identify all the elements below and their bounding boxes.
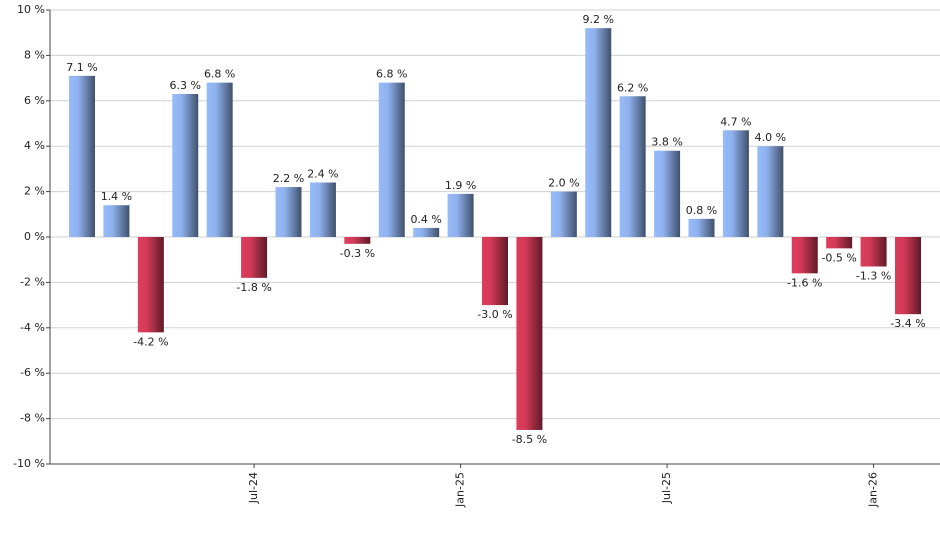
x-tick-label: Jan-26 [867,472,880,508]
bar [137,237,164,333]
value-label: 3.8 % [651,136,682,149]
y-tick-label: -8 % [20,412,45,425]
bar [688,218,715,237]
bar [172,93,199,238]
value-label: -1.6 % [787,276,822,289]
value-label: -1.3 % [856,270,891,283]
y-tick-label: -2 % [20,275,45,288]
y-tick-label: 6 % [24,94,45,107]
bar [309,182,336,237]
value-label: 6.3 % [170,79,201,92]
bar [241,237,268,278]
x-tick-label: Jan-25 [454,472,467,508]
bar [550,191,577,237]
bar [413,227,440,237]
bar [791,237,818,274]
value-label: -3.0 % [477,308,512,321]
bar [275,187,302,237]
y-tick-label: 0 % [24,230,45,243]
value-label: -8.5 % [512,433,547,446]
y-tick-label: 2 % [24,185,45,198]
y-tick-label: -10 % [13,457,45,470]
x-tick-label: Jul-24 [247,472,260,504]
bar [344,237,371,244]
value-label: 1.4 % [101,190,132,203]
bar [895,237,921,315]
value-label: 0.8 % [686,204,717,217]
y-tick-label: -4 % [20,321,45,334]
y-tick-label: 4 % [24,139,45,152]
bar [860,237,887,267]
value-label: -0.3 % [340,247,375,260]
bar [482,237,508,306]
value-label: 4.0 % [755,131,786,144]
value-label: -4.2 % [133,335,168,348]
bar [103,205,130,237]
value-label: 2.4 % [307,168,338,181]
bar [722,130,749,237]
bar [757,146,784,237]
bar [206,82,233,237]
value-label: 6.8 % [204,68,235,81]
y-tick-label: 10 % [17,3,45,16]
value-label: 6.2 % [617,81,648,94]
value-label: 9.2 % [583,13,614,26]
value-label: -3.4 % [890,317,925,330]
value-label: 1.9 % [445,179,476,192]
value-label: 7.1 % [66,61,97,74]
value-label: 6.8 % [376,68,407,81]
x-tick-label: Jul-25 [660,472,673,504]
bar [378,82,405,237]
bar [447,193,474,237]
value-label: 2.0 % [548,177,579,190]
bar [516,237,543,430]
bar [69,75,95,237]
value-label: -1.8 % [236,281,271,294]
value-label: 0.4 % [410,213,441,226]
value-label: -0.5 % [821,251,856,264]
y-tick-label: 8 % [24,48,45,61]
y-tick-label: -6 % [20,366,45,379]
value-label: 2.2 % [273,172,304,185]
value-label: 4.7 % [720,115,751,128]
bar [619,96,646,237]
bar [826,237,853,249]
bar [654,150,681,237]
bar [585,28,612,237]
